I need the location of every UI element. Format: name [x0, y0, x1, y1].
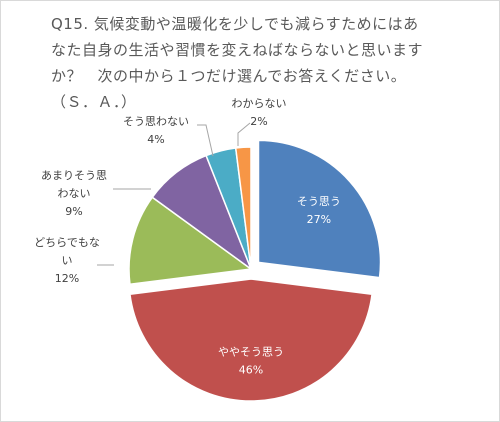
- title-line: か？ 次の中から１つだけ選んでお答えください。: [51, 67, 407, 85]
- slice-label: あまりそう思: [41, 169, 107, 182]
- slice-percent: 12%: [55, 272, 79, 285]
- leader-line: [197, 124, 214, 157]
- title-line: なた自身の生活や習慣を変えねばならないと思います: [51, 41, 424, 59]
- title-line: （Ｓ．Ａ．）: [51, 93, 137, 111]
- pie-slice-wakaranai: [234, 146, 252, 270]
- slice-percent: 9%: [65, 205, 82, 218]
- leader-line: [237, 122, 251, 146]
- slice-percent: 4%: [147, 133, 164, 146]
- title-line: Q15. 気候変動や温暖化を少しでも減らすためにはあ: [51, 15, 419, 33]
- slice-percent: 2%: [250, 115, 267, 128]
- pie-slice-dochira-demo-nai: [128, 196, 253, 286]
- slice-label: そう思う: [297, 195, 341, 208]
- slice-label: い: [62, 254, 73, 267]
- slice-label: ややそう思う: [218, 346, 284, 359]
- slice-percent: 27%: [307, 213, 331, 226]
- slice-label: どちらでもな: [34, 236, 100, 249]
- chart-title: Q15. 気候変動や温暖化を少しでも減らすためにはあ なた自身の生活や習慣を変え…: [51, 11, 471, 115]
- slice-label: わない: [58, 187, 91, 200]
- pie-slice-yaya-sou-omou: [129, 278, 373, 402]
- slice-label: そう思わない: [123, 115, 189, 128]
- slice-label: わからない: [232, 97, 287, 110]
- slice-percent: 46%: [239, 364, 263, 377]
- pie-slice-sou-omou: [257, 139, 382, 279]
